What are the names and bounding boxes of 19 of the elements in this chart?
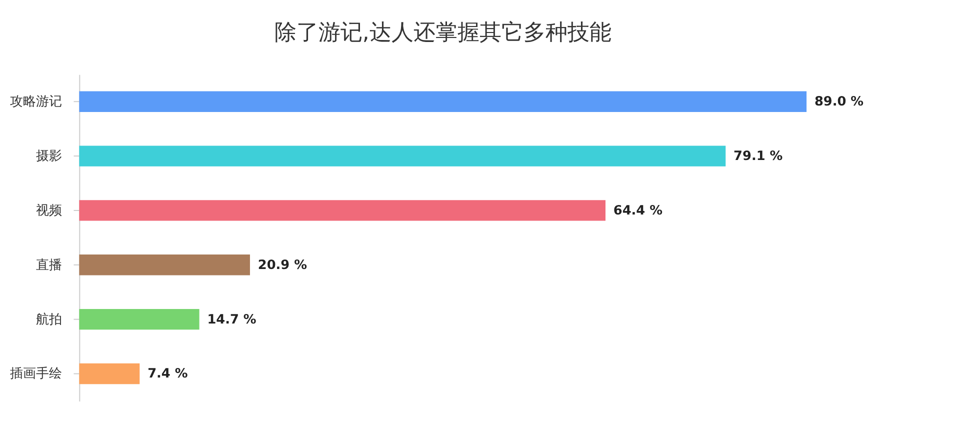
data-label: 20.9 % [258,258,308,273]
bar [79,200,606,221]
data-label: 7.4 % [148,366,188,382]
y-tick-label: 插画手绘 [10,366,62,382]
data-label: 79.1 % [734,148,783,164]
y-tick-label: 航拍 [36,312,62,328]
y-tick-label: 直播 [36,258,62,273]
bar [79,363,140,384]
bar [79,146,726,166]
bar [79,254,250,276]
data-label: 64.4 % [613,203,663,218]
chart-title: 除了游记,达人还掌握其它多种技能 [274,20,612,46]
bar [79,91,807,112]
data-label: 14.7 % [207,312,256,328]
bar [79,308,200,330]
y-tick-label: 攻略游记 [10,94,62,110]
y-tick-label: 摄影 [36,148,62,164]
y-tick-label: 视频 [36,203,62,218]
data-label: 89.0 % [814,94,864,110]
